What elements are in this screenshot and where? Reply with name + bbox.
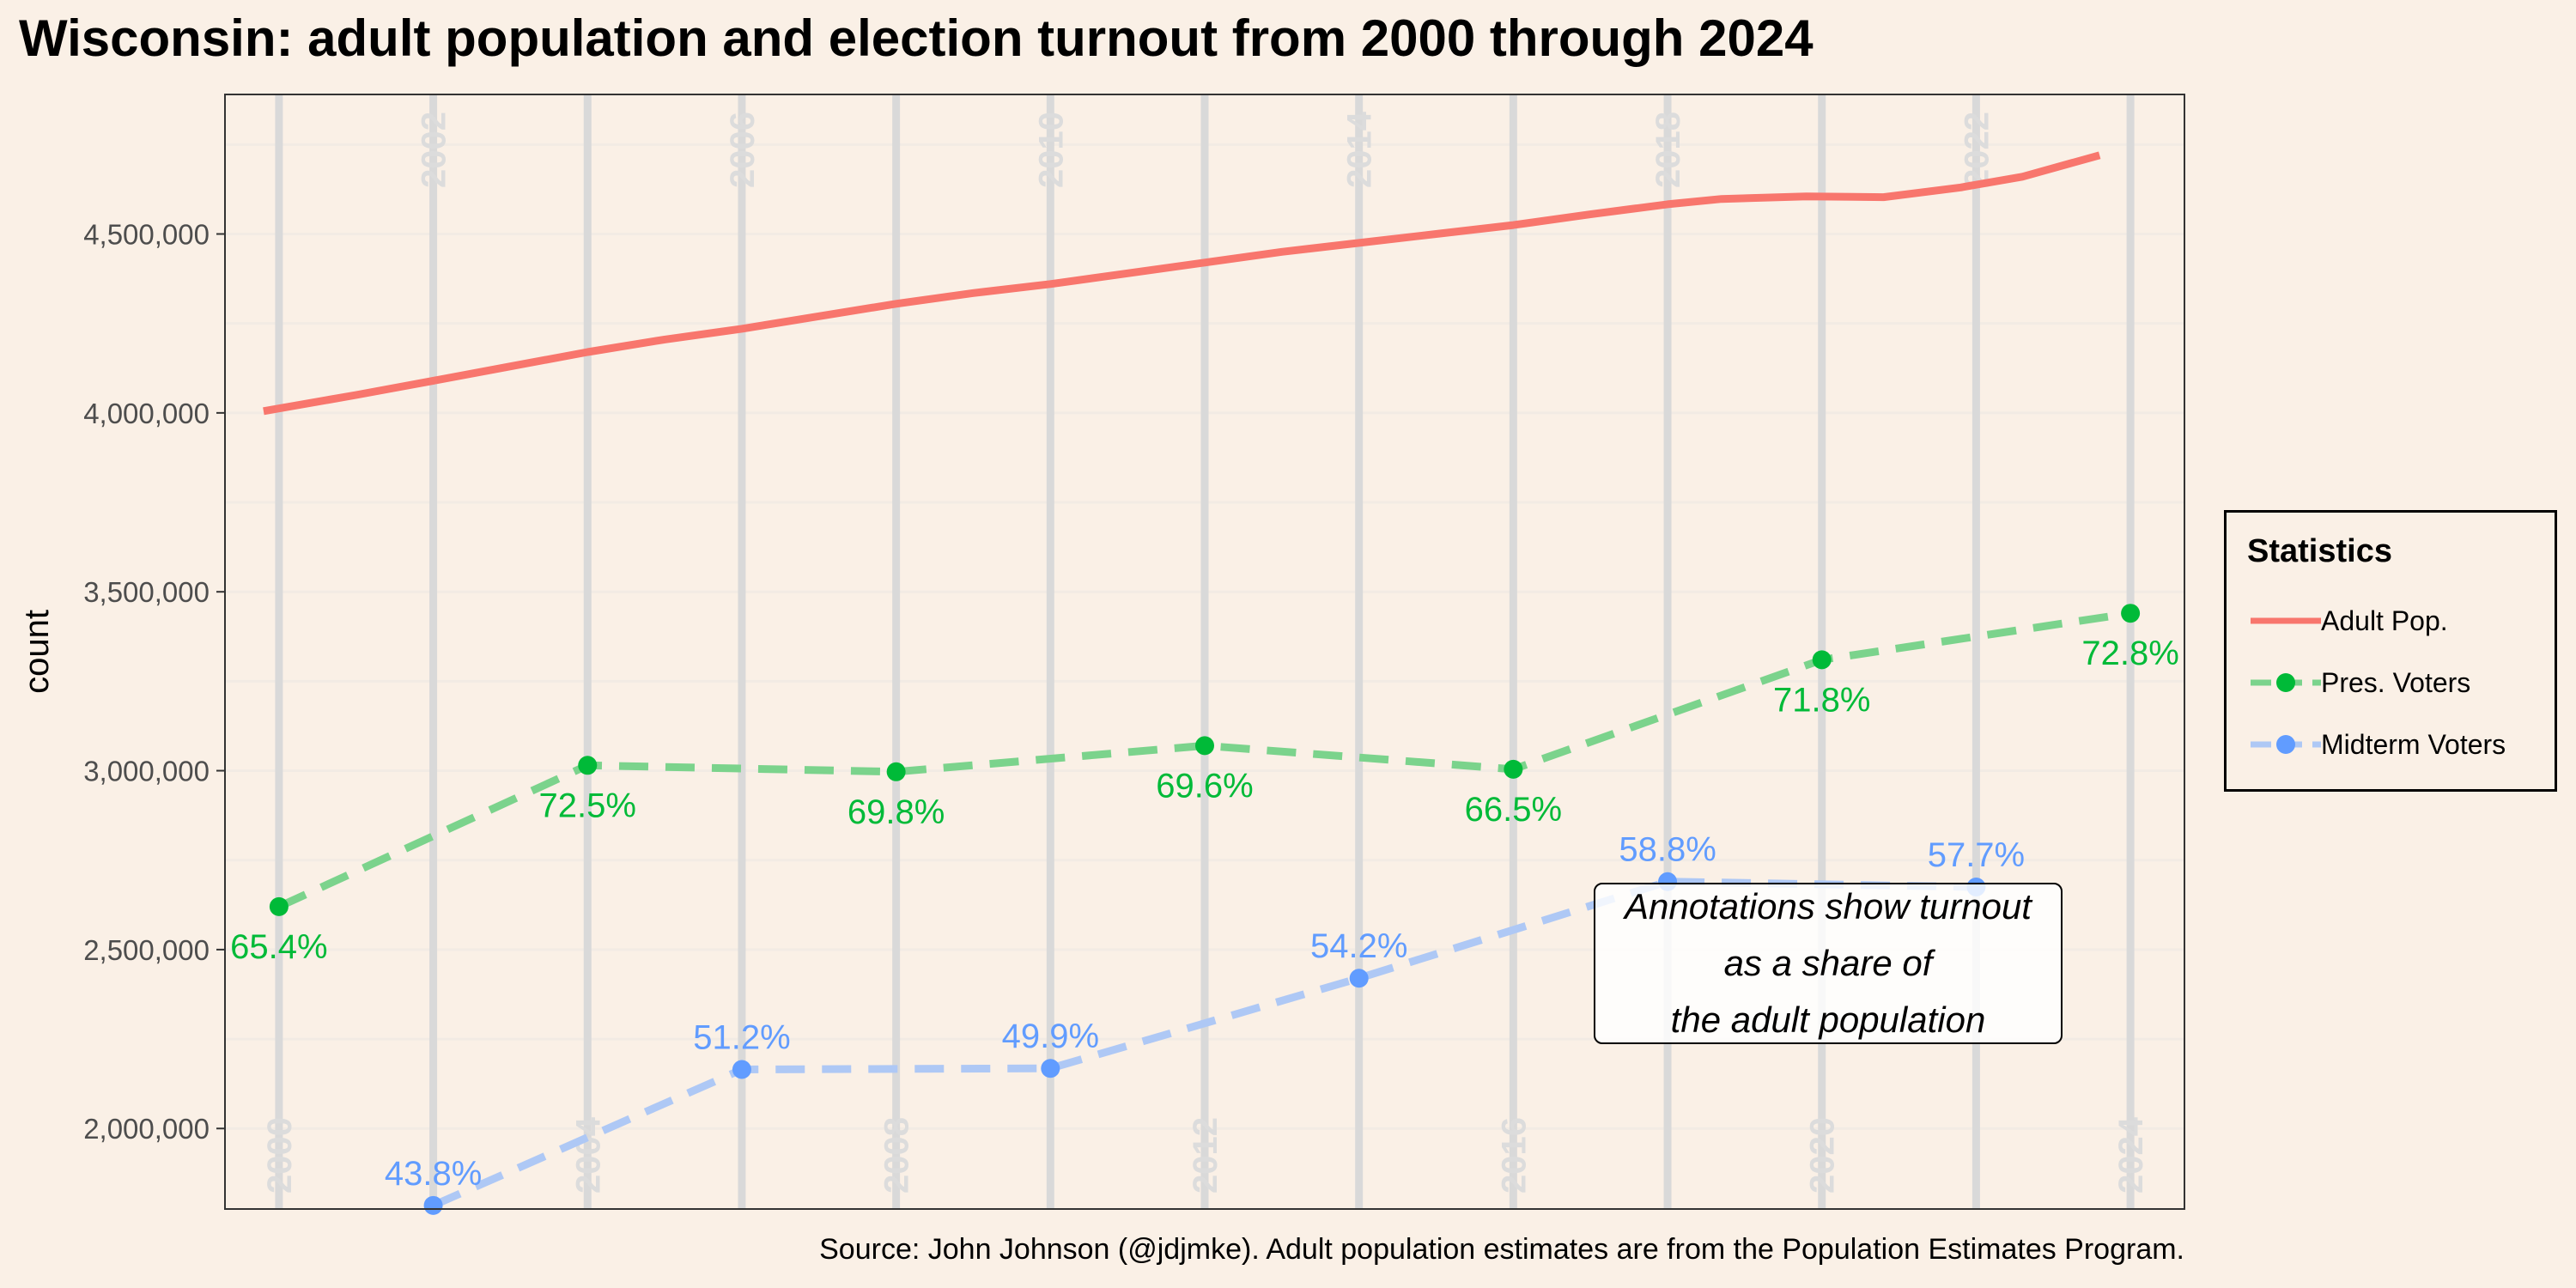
y-tick-label: 2,000,000 [83,1113,210,1145]
year-label-2000: 2000 [261,1117,299,1194]
legend-label-adult-pop: Adult Pop. [2321,605,2448,636]
year-label-2024: 2024 [2112,1116,2150,1194]
data-label-pres-2020: 71.8% [1773,681,1870,719]
point-midterm-voters-2002 [423,1195,443,1215]
year-label-2010: 2010 [1032,112,1070,188]
y-tick-label: 3,500,000 [83,576,210,608]
point-pres-voters-2004 [578,756,598,775]
year-label-2008: 2008 [878,1117,916,1194]
year-label-2012: 2012 [1187,1117,1224,1194]
legend-item-midterm-voters: Midterm Voters [2247,719,2539,770]
point-pres-voters-2016 [1504,759,1523,779]
data-label-pres-2004: 72.5% [539,787,636,824]
point-pres-voters-2012 [1195,736,1214,756]
point-midterm-voters-2010 [1041,1059,1060,1078]
year-label-2020: 2020 [1804,1117,1842,1194]
point-pres-voters-2008 [886,762,906,781]
series-line-adult-pop [263,151,2101,416]
legend: Statistics Adult Pop. Pres. Voters Midte… [2224,510,2557,792]
data-label-midterm-2006: 51.2% [693,1018,790,1056]
plot-panel-border [224,94,2185,1210]
year-label-2004: 2004 [569,1116,607,1194]
legend-key-midterm-voters [2251,735,2321,754]
data-label-pres-2012: 69.6% [1156,767,1253,805]
data-label-midterm-2010: 49.9% [1002,1018,1099,1055]
year-label-2016: 2016 [1495,1117,1533,1194]
source-caption: Source: John Johnson (@jdjmke). Adult po… [819,1233,2184,1266]
point-pres-voters-2020 [1812,650,1832,670]
data-label-pres-2008: 69.8% [848,793,945,831]
legend-key-adult-pop [2251,617,2321,624]
data-label-pres-2024: 72.8% [2081,635,2178,672]
annotation-line-2: as a share of [1723,943,1933,983]
chart-title: Wisconsin: adult population and election… [19,9,1814,67]
year-label-2018: 2018 [1649,112,1687,188]
point-midterm-voters-2014 [1349,969,1369,988]
data-label-midterm-2014: 54.2% [1310,927,1407,965]
point-pres-voters-2000 [269,896,289,916]
legend-title: Statistics [2247,533,2392,569]
y-tick-label: 3,000,000 [83,756,210,787]
year-labels-layer: 2000 2002 2004 2006 2008 2010 2012 2014 2016 2018… [261,111,2150,1194]
axes-layer: 2,000,000 2,500,000 3,000,000 3,500,000 4,00… [18,94,2185,1210]
data-labels-layer: 65.4% 72.5% 69.8% 69.6% 66.5% 71.8% 72.8% 43.8%… [230,635,2179,1193]
legend-label-midterm-voters: Midterm Voters [2321,729,2506,760]
legend-item-adult-pop: Adult Pop. [2247,595,2539,647]
legend-key-pres-voters [2251,673,2321,692]
data-label-midterm-2022: 57.7% [1928,836,2025,874]
year-label-2022: 2022 [1958,112,1996,188]
y-tick-label: 2,500,000 [83,934,210,966]
year-label-2006: 2006 [724,112,762,188]
turnout-annotation-box: Annotations show turnout as a share of t… [1594,883,2063,1044]
data-label-pres-2000: 65.4% [230,928,327,966]
data-label-pres-2016: 66.5% [1465,791,1562,829]
y-axis-title: count [18,610,56,694]
legend-item-pres-voters: Pres. Voters [2247,657,2539,708]
point-midterm-voters-2006 [732,1060,751,1079]
annotation-line-3: the adult population [1670,999,1986,1040]
y-tick-label: 4,000,000 [83,398,210,429]
point-pres-voters-2024 [2121,604,2141,623]
year-label-2014: 2014 [1341,111,1379,188]
annotation-line-1: Annotations show turnout [1625,886,2032,927]
y-tick-label: 4,500,000 [83,219,210,251]
year-label-2002: 2002 [416,112,453,188]
series-line-midterm-voters [431,878,1977,1209]
legend-label-pres-voters: Pres. Voters [2321,667,2471,698]
data-label-midterm-2018: 58.8% [1619,831,1716,869]
data-label-midterm-2002: 43.8% [385,1155,482,1193]
